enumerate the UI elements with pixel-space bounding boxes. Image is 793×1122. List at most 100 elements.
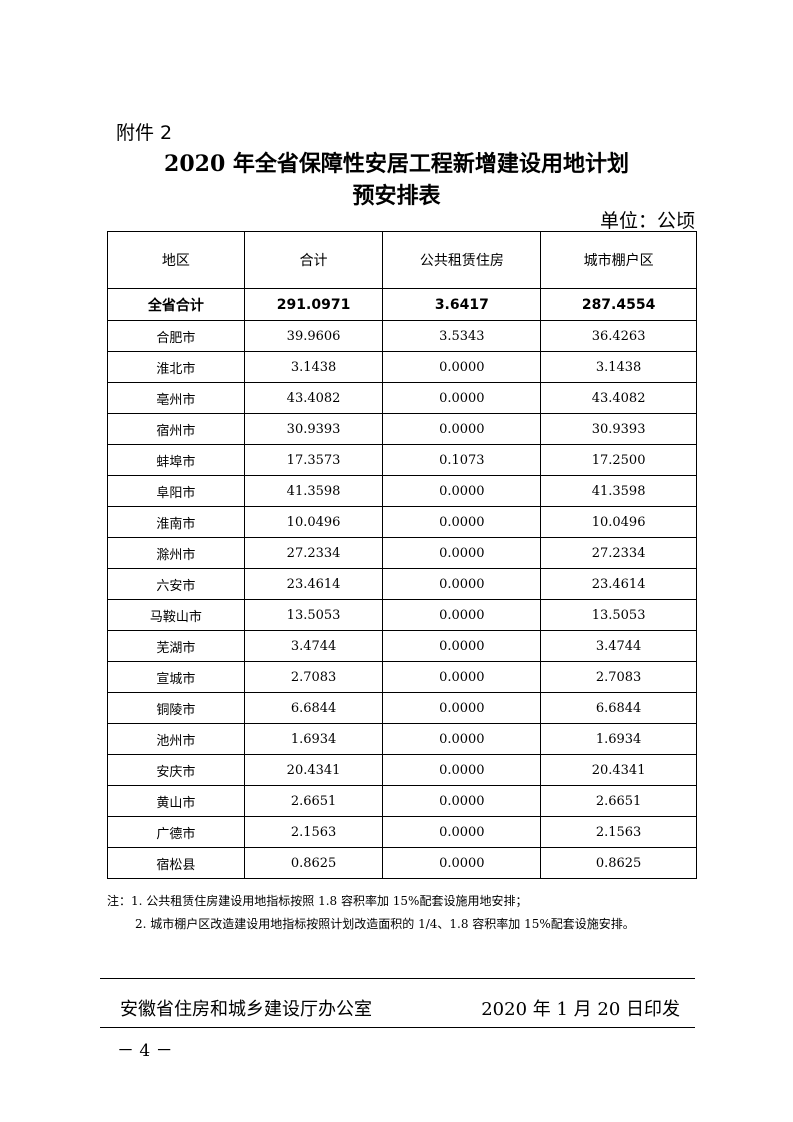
cell: 淮南市 xyxy=(107,506,245,538)
table-row: 池州市 1.6934 0.0000 1.6934 xyxy=(107,723,697,755)
cell: 3.5343 xyxy=(382,320,542,352)
cell: 10.0496 xyxy=(243,506,384,538)
table-row: 六安市 23.4614 0.0000 23.4614 xyxy=(107,568,697,600)
cell: 41.3598 xyxy=(243,475,384,507)
cell: 2.6651 xyxy=(540,785,697,817)
cell: 0.0000 xyxy=(382,506,542,538)
divider xyxy=(100,1027,695,1028)
issuer: 安徽省住房和城乡建设厅办公室 xyxy=(120,999,372,1020)
land-plan-table: 地区 合计 公共租赁住房 城市棚户区 全省合计 291.0971 3.6417 … xyxy=(107,231,697,879)
title-line-2: 预安排表 xyxy=(352,183,441,209)
attachment-label: 附件 2 xyxy=(116,122,173,144)
cell: 39.9606 xyxy=(243,320,384,352)
cell: 0.8625 xyxy=(540,847,697,879)
cell: 36.4263 xyxy=(540,320,697,352)
cell: 291.0971 xyxy=(243,288,384,321)
table-row: 芜湖市 3.4744 0.0000 3.4744 xyxy=(107,630,697,662)
cell: 30.9393 xyxy=(540,413,697,445)
cell: 23.4614 xyxy=(540,568,697,600)
cell: 27.2334 xyxy=(540,537,697,569)
table-row: 铜陵市 6.6844 0.0000 6.6844 xyxy=(107,692,697,724)
table-row: 宿松县 0.8625 0.0000 0.8625 xyxy=(107,847,697,879)
cell: 17.3573 xyxy=(243,444,384,476)
table-row: 安庆市 20.4341 0.0000 20.4341 xyxy=(107,754,697,786)
cell: 马鞍山市 xyxy=(107,599,245,631)
cell: 10.0496 xyxy=(540,506,697,538)
cell: 0.0000 xyxy=(382,754,542,786)
cell: 3.6417 xyxy=(382,288,542,321)
cell: 0.0000 xyxy=(382,785,542,817)
cell: 13.5053 xyxy=(540,599,697,631)
cell: 3.4744 xyxy=(243,630,384,662)
cell: 宣城市 xyxy=(107,661,245,693)
title-line-1: 2020 年全省保障性安居工程新增建设用地计划 xyxy=(164,151,629,177)
cell: 淮北市 xyxy=(107,351,245,383)
cell: 宿州市 xyxy=(107,413,245,445)
cell: 芜湖市 xyxy=(107,630,245,662)
page-number: － 4 － xyxy=(117,1041,173,1061)
cell: 2.7083 xyxy=(243,661,384,693)
cell: 23.4614 xyxy=(243,568,384,600)
cell: 2.6651 xyxy=(243,785,384,817)
cell: 阜阳市 xyxy=(107,475,245,507)
table-row: 蚌埠市 17.3573 0.1073 17.2500 xyxy=(107,444,697,476)
table-row: 广德市 2.1563 0.0000 2.1563 xyxy=(107,816,697,848)
cell: 17.2500 xyxy=(540,444,697,476)
cell: 全省合计 xyxy=(107,288,245,321)
cell: 广德市 xyxy=(107,816,245,848)
table-row: 淮南市 10.0496 0.0000 10.0496 xyxy=(107,506,697,538)
cell: 6.6844 xyxy=(243,692,384,724)
cell: 0.0000 xyxy=(382,723,542,755)
table-row: 阜阳市 41.3598 0.0000 41.3598 xyxy=(107,475,697,507)
table-row: 滁州市 27.2334 0.0000 27.2334 xyxy=(107,537,697,569)
total-row: 全省合计 291.0971 3.6417 287.4554 xyxy=(107,288,697,321)
cell: 20.4341 xyxy=(243,754,384,786)
table-row: 合肥市 39.9606 3.5343 36.4263 xyxy=(107,320,697,352)
header-row: 地区 合计 公共租赁住房 城市棚户区 xyxy=(107,231,697,289)
cell: 0.1073 xyxy=(382,444,542,476)
cell: 1.6934 xyxy=(243,723,384,755)
table-row: 宣城市 2.7083 0.0000 2.7083 xyxy=(107,661,697,693)
cell: 铜陵市 xyxy=(107,692,245,724)
table-row: 宿州市 30.9393 0.0000 30.9393 xyxy=(107,413,697,445)
issue-date: 2020 年 1 月 20 日印发 xyxy=(481,999,680,1020)
cell: 13.5053 xyxy=(243,599,384,631)
cell: 43.4082 xyxy=(243,382,384,414)
cell: 43.4082 xyxy=(540,382,697,414)
cell: 2.7083 xyxy=(540,661,697,693)
cell: 20.4341 xyxy=(540,754,697,786)
cell: 0.0000 xyxy=(382,692,542,724)
cell: 安庆市 xyxy=(107,754,245,786)
cell: 0.0000 xyxy=(382,475,542,507)
cell: 0.0000 xyxy=(382,847,542,879)
cell: 0.0000 xyxy=(382,382,542,414)
column-header: 公共租赁住房 xyxy=(382,231,542,289)
cell: 30.9393 xyxy=(243,413,384,445)
cell: 3.1438 xyxy=(540,351,697,383)
table-row: 黄山市 2.6651 0.0000 2.6651 xyxy=(107,785,697,817)
cell: 0.0000 xyxy=(382,630,542,662)
table-row: 淮北市 3.1438 0.0000 3.1438 xyxy=(107,351,697,383)
column-header: 地区 xyxy=(107,231,245,289)
cell: 0.0000 xyxy=(382,413,542,445)
table-row: 马鞍山市 13.5053 0.0000 13.5053 xyxy=(107,599,697,631)
cell: 池州市 xyxy=(107,723,245,755)
cell: 黄山市 xyxy=(107,785,245,817)
cell: 蚌埠市 xyxy=(107,444,245,476)
cell: 0.0000 xyxy=(382,661,542,693)
cell: 宿松县 xyxy=(107,847,245,879)
cell: 滁州市 xyxy=(107,537,245,569)
cell: 0.0000 xyxy=(382,816,542,848)
cell: 0.0000 xyxy=(382,537,542,569)
column-header: 合计 xyxy=(243,231,384,289)
cell: 287.4554 xyxy=(540,288,697,321)
cell: 2.1563 xyxy=(540,816,697,848)
cell: 1.6934 xyxy=(540,723,697,755)
cell: 2.1563 xyxy=(243,816,384,848)
cell: 0.0000 xyxy=(382,351,542,383)
cell: 6.6844 xyxy=(540,692,697,724)
note-2: 2. 城市棚户区改造建设用地指标按照计划改造面积的 1/4、1.8 容积率加 1… xyxy=(135,917,635,931)
cell: 41.3598 xyxy=(540,475,697,507)
unit-label: 单位：公顷 xyxy=(599,210,695,232)
